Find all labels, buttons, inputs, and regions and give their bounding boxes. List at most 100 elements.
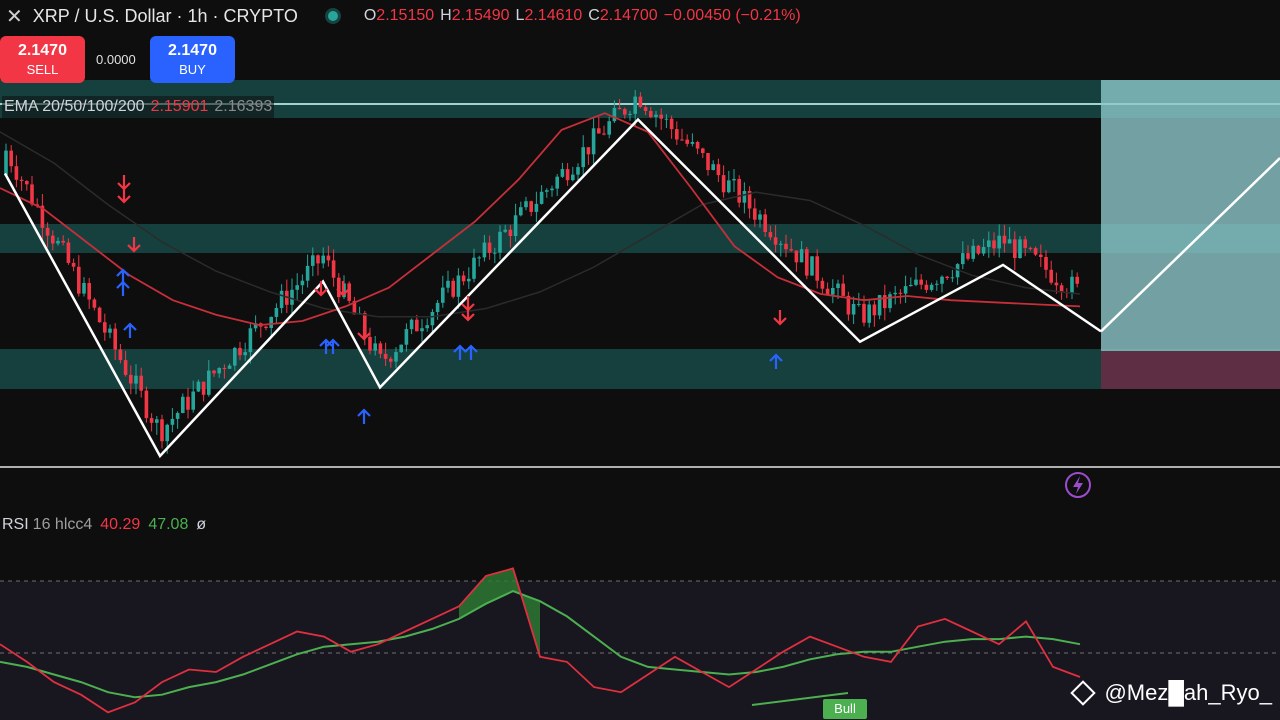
- buy-label: BUY: [179, 62, 206, 77]
- candle: [352, 300, 357, 315]
- candle: [425, 325, 429, 329]
- ema-line: [0, 112, 1081, 327]
- candle: [534, 203, 539, 212]
- candle: [134, 375, 138, 384]
- signal-arrows: [116, 175, 787, 424]
- candle: [727, 180, 731, 193]
- rsi-legend[interactable]: RSI 16 hlcc4 40.29 47.08 ø: [2, 516, 206, 534]
- candle: [966, 253, 970, 259]
- candle: [851, 304, 856, 315]
- candle: [576, 167, 580, 175]
- candle: [45, 227, 50, 236]
- candle: [732, 179, 736, 181]
- candle: [924, 284, 929, 290]
- candle: [477, 257, 481, 259]
- candle: [981, 247, 986, 254]
- candle: [217, 368, 221, 374]
- buy-arrow-icon: [769, 353, 783, 369]
- buy-arrow-icon: [357, 408, 371, 424]
- candle: [805, 249, 809, 276]
- candle: [524, 201, 528, 208]
- candle: [779, 243, 783, 245]
- candle: [602, 133, 606, 135]
- candle: [841, 283, 845, 296]
- chart-header: ✕ XRP / U.S. Dollar · 1h · CRYPTO O2.151…: [6, 4, 801, 28]
- candle: [326, 255, 331, 261]
- ema-legend[interactable]: EMA 20/50/100/200 2.15901 2.16393: [2, 96, 275, 118]
- candle: [191, 391, 195, 410]
- rsi-name: RSI: [2, 516, 29, 533]
- candle: [768, 232, 773, 238]
- candle: [274, 308, 279, 317]
- candle: [430, 312, 435, 326]
- candle: [118, 349, 123, 361]
- ema-value-2: 2.16393: [214, 98, 273, 115]
- candle: [690, 142, 695, 144]
- candle: [1007, 239, 1012, 244]
- candle: [451, 280, 455, 297]
- candle: [373, 343, 377, 351]
- candle: [857, 303, 861, 305]
- candle: [186, 396, 190, 410]
- rsi-ma-value: 47.08: [148, 516, 189, 533]
- candle: [550, 188, 554, 191]
- candle: [1013, 239, 1017, 258]
- candle: [1054, 282, 1059, 286]
- candle: [92, 299, 97, 308]
- sell-button[interactable]: 2.1470 SELL: [0, 36, 85, 83]
- candle: [51, 235, 55, 244]
- bull-badge: Bull: [823, 699, 867, 719]
- candle: [71, 262, 76, 267]
- candle: [992, 240, 996, 249]
- candle: [170, 418, 175, 425]
- candle: [571, 174, 575, 181]
- candle: [331, 260, 336, 278]
- candle: [529, 201, 533, 212]
- candle: [97, 307, 102, 323]
- candle: [144, 390, 149, 419]
- candle: [591, 128, 596, 155]
- candle: [207, 370, 211, 395]
- sell-arrow-icon: [357, 325, 371, 341]
- candle: [212, 370, 216, 374]
- symbol-title[interactable]: XRP / U.S. Dollar · 1h · CRYPTO: [32, 5, 298, 26]
- price-change: −0.00450 (−0.21%): [663, 7, 801, 24]
- sell-label: SELL: [26, 62, 59, 77]
- candle: [659, 114, 663, 119]
- candle: [862, 303, 866, 323]
- buy-price: 2.1470: [168, 42, 217, 59]
- sell-arrow-icon: [117, 188, 131, 204]
- watermark: @Mez█ah_Ryo_: [1070, 680, 1272, 706]
- candle: [623, 109, 627, 115]
- candle: [420, 328, 424, 332]
- candle: [799, 249, 804, 263]
- candle: [846, 295, 851, 315]
- candle: [456, 275, 461, 297]
- candle: [82, 283, 86, 294]
- stop-box: [1101, 351, 1280, 389]
- candle: [888, 294, 892, 309]
- candle: [149, 418, 154, 423]
- close-icon[interactable]: ✕: [6, 5, 23, 28]
- candle: [77, 266, 81, 294]
- candle: [586, 147, 591, 155]
- candle: [201, 381, 206, 395]
- candle: [612, 107, 617, 122]
- candle: [290, 289, 294, 305]
- bolt-icon[interactable]: [1063, 470, 1093, 500]
- candle: [175, 413, 180, 419]
- candle: [295, 285, 299, 290]
- candle: [872, 304, 877, 316]
- candle: [685, 139, 689, 144]
- candle: [368, 337, 372, 351]
- candle: [654, 114, 658, 117]
- candle: [87, 283, 91, 300]
- candle: [305, 265, 310, 281]
- buy-arrow-icon: [123, 322, 137, 338]
- candle: [113, 328, 117, 350]
- buy-button[interactable]: 2.1470 BUY: [150, 36, 235, 83]
- binance-icon: [1070, 680, 1097, 706]
- candle: [196, 381, 201, 392]
- candle: [701, 148, 705, 153]
